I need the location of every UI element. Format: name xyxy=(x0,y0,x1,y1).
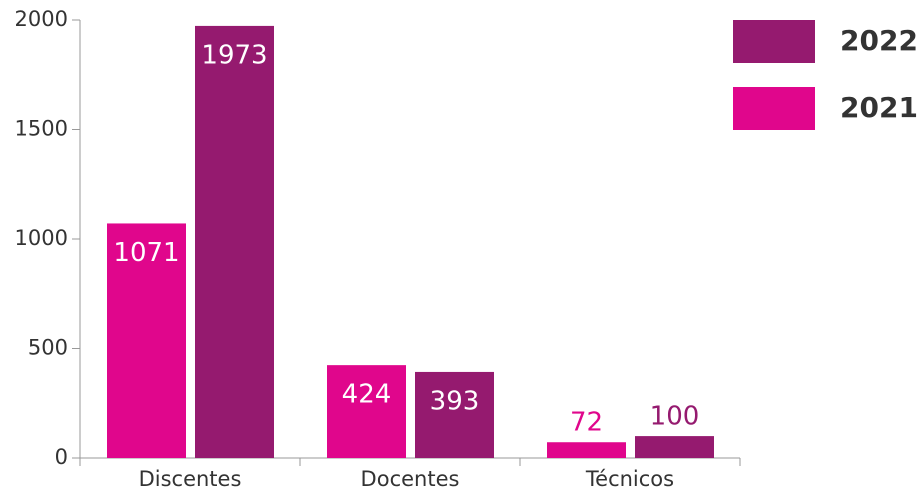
bar xyxy=(327,365,406,458)
value-label: 1973 xyxy=(201,40,267,70)
bar xyxy=(107,223,186,458)
bar xyxy=(195,25,274,459)
y-tick-label: 500 xyxy=(28,336,68,360)
legend-label: 2021 xyxy=(840,91,917,124)
legend-swatch xyxy=(733,20,815,63)
legend-swatch xyxy=(733,87,815,130)
bar xyxy=(635,436,714,458)
bar xyxy=(547,442,626,458)
y-tick-label: 1500 xyxy=(15,117,68,141)
value-label: 393 xyxy=(430,386,480,416)
x-tick-label: Discentes xyxy=(139,467,242,490)
x-tick-label: Técnicos xyxy=(585,467,674,490)
value-label: 1071 xyxy=(113,238,179,268)
bar xyxy=(415,371,494,458)
x-tick-label: Docentes xyxy=(361,467,460,490)
y-tick-label: 2000 xyxy=(15,7,68,31)
y-tick-label: 0 xyxy=(55,445,68,469)
value-label: 424 xyxy=(342,380,392,410)
value-label: 100 xyxy=(650,402,700,432)
legend-label: 2022 xyxy=(840,24,917,57)
value-label: 72 xyxy=(570,408,603,438)
y-tick-label: 1000 xyxy=(15,226,68,250)
